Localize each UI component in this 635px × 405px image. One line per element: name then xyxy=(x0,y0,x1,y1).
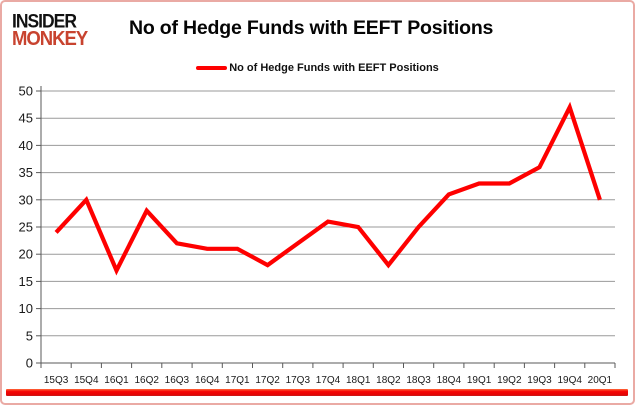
svg-text:19Q4: 19Q4 xyxy=(557,375,582,386)
svg-text:30: 30 xyxy=(19,192,33,207)
svg-text:16Q2: 16Q2 xyxy=(134,375,159,386)
svg-text:50: 50 xyxy=(19,84,33,99)
svg-text:18Q4: 18Q4 xyxy=(437,375,462,386)
svg-text:18Q1: 18Q1 xyxy=(346,375,371,386)
bottom-red-bar xyxy=(6,389,628,396)
svg-text:40: 40 xyxy=(19,138,33,153)
legend-line-swatch xyxy=(196,66,228,70)
svg-text:35: 35 xyxy=(19,165,33,180)
svg-text:45: 45 xyxy=(19,111,33,126)
svg-text:17Q1: 17Q1 xyxy=(225,375,250,386)
svg-text:17Q3: 17Q3 xyxy=(286,375,311,386)
logo-insider-text: INSIDER xyxy=(12,9,77,33)
svg-text:19Q1: 19Q1 xyxy=(467,375,492,386)
svg-text:25: 25 xyxy=(19,220,33,235)
svg-text:18Q2: 18Q2 xyxy=(376,375,401,386)
svg-text:17Q2: 17Q2 xyxy=(255,375,280,386)
svg-text:0: 0 xyxy=(26,356,33,371)
svg-text:19Q3: 19Q3 xyxy=(527,375,552,386)
legend-label: No of Hedge Funds with EEFT Positions xyxy=(229,62,439,74)
svg-text:18Q3: 18Q3 xyxy=(406,375,431,386)
chart-legend: No of Hedge Funds with EEFT Positions xyxy=(2,60,633,76)
svg-text:15Q4: 15Q4 xyxy=(74,375,99,386)
svg-text:10: 10 xyxy=(19,301,33,316)
svg-text:17Q4: 17Q4 xyxy=(316,375,341,386)
svg-text:16Q3: 16Q3 xyxy=(165,375,190,386)
logo-monkey-text: MONKEY xyxy=(12,25,88,50)
svg-text:15Q3: 15Q3 xyxy=(44,375,69,386)
svg-text:20: 20 xyxy=(19,247,33,262)
svg-text:16Q1: 16Q1 xyxy=(104,375,129,386)
insider-monkey-logo: INSIDER MONKEY xyxy=(12,9,88,50)
svg-text:19Q2: 19Q2 xyxy=(497,375,522,386)
svg-text:15: 15 xyxy=(19,274,33,289)
chart-title: No of Hedge Funds with EEFT Positions xyxy=(129,17,494,39)
svg-text:5: 5 xyxy=(26,328,33,343)
svg-text:16Q4: 16Q4 xyxy=(195,375,220,386)
svg-text:20Q1: 20Q1 xyxy=(588,375,613,386)
